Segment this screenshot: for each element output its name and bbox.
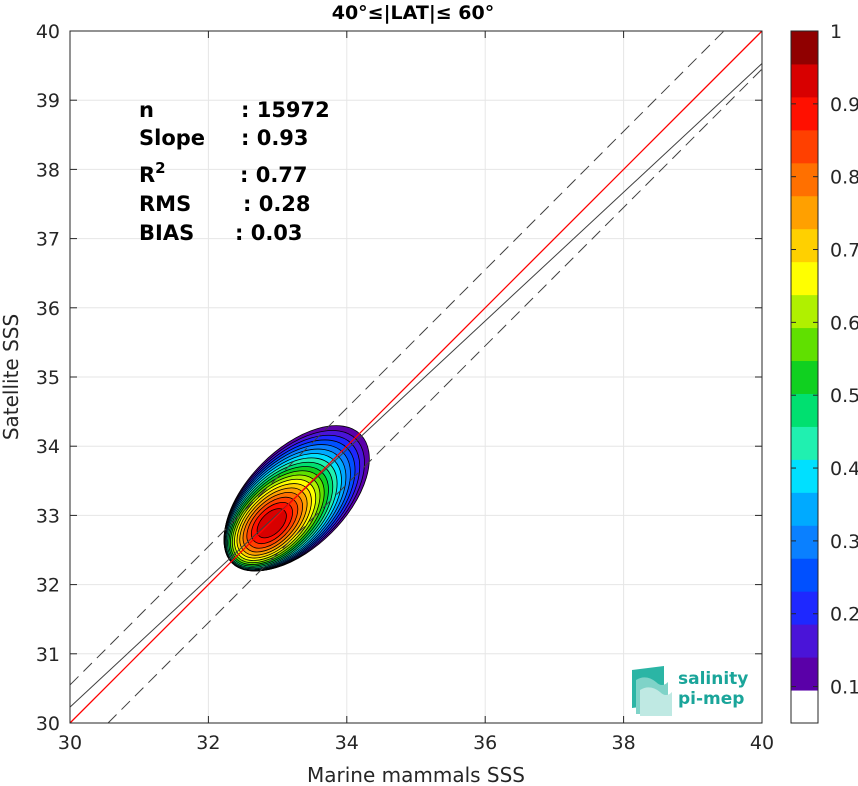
- colorbar-frame: [790, 30, 819, 724]
- logo-icon: [632, 666, 672, 716]
- reference-lines: [69, 30, 763, 724]
- y-tick-label-6: 36: [36, 298, 60, 320]
- stat-label-0: n: [139, 98, 154, 122]
- colorbar-segment-0: [791, 690, 818, 724]
- colorbar-tick-label-9: 1: [830, 21, 842, 43]
- logo-line2: pi-mep: [678, 689, 744, 709]
- logo-line1: salinity: [678, 669, 748, 689]
- colorbar-segment-12: [791, 294, 818, 329]
- colorbar-segment-2: [791, 624, 818, 658]
- stat-value-0: : 15972: [241, 98, 330, 122]
- stat-label-4: BIAS: [139, 221, 194, 245]
- y-tick-label-5: 35: [36, 367, 60, 389]
- x-tick-label-0: 30: [58, 732, 82, 754]
- colorbar-segment-19: [791, 63, 818, 98]
- identity-line: [69, 30, 763, 724]
- stat-value-3: : 0.28: [243, 192, 311, 216]
- x-tick-label-3: 36: [473, 732, 497, 754]
- x-tick-label-4: 38: [612, 732, 636, 754]
- colorbar-tick-label-3: 0.4: [830, 458, 858, 480]
- y-tick-label-0: 30: [36, 713, 60, 735]
- colorbar-segment-16: [791, 162, 818, 197]
- y-tick-label-7: 37: [36, 229, 60, 251]
- y-axis-label: Satellite SSS: [0, 314, 23, 440]
- colorbar-segment-6: [791, 492, 818, 526]
- x-tick-label-1: 32: [196, 732, 220, 754]
- stat-label-1: Slope: [139, 126, 205, 150]
- regression-line: [69, 63, 763, 708]
- x-tick-label-2: 34: [335, 732, 359, 754]
- colorbar-segment-8: [791, 426, 818, 460]
- colorbar-segment-7: [791, 459, 818, 493]
- y-tick-label-4: 34: [36, 436, 60, 458]
- y-tick-label-9: 39: [36, 90, 60, 112]
- stat-label-3: RMS: [139, 192, 191, 216]
- chart-title: 40°≤|LAT|≤ 60°: [332, 2, 495, 24]
- y-tick-label-10: 40: [36, 21, 60, 43]
- stat-value-2: : 0.77: [240, 163, 308, 187]
- colorbar-segment-5: [791, 525, 818, 559]
- density-contour-18: [256, 508, 287, 539]
- colorbar-segment-17: [791, 129, 818, 164]
- salinity-pimep-logo: salinity pi-mep: [632, 666, 748, 716]
- lower-bound-line: [107, 68, 763, 724]
- plot-area: 30 32 34 36 38 40 30 31 32 33 34 35 36 37 38 39 40: [36, 21, 774, 754]
- colorbar-tick-label-5: 0.6: [830, 312, 858, 334]
- colorbar-tick-label-8: 0.9: [830, 94, 858, 116]
- y-axis-ticks: 30 31 32 33 34 35 36 37 38 39 40: [36, 21, 762, 735]
- colorbar-tick-label-6: 0.7: [830, 240, 858, 262]
- colorbar-segment-18: [791, 96, 818, 131]
- y-tick-label-1: 31: [36, 644, 60, 666]
- y-tick-label-8: 38: [36, 159, 60, 181]
- colorbar: 0.1 0.2 0.3 0.4 0.5 0.6 0.7 0.8 0.9 1: [790, 21, 858, 724]
- colorbar-segment-9: [791, 393, 818, 427]
- stat-superscript-2: 2: [155, 159, 165, 177]
- y-tick-label-3: 33: [36, 505, 60, 527]
- colorbar-segment-1: [791, 657, 818, 691]
- colorbar-tick-label-4: 0.5: [830, 385, 858, 407]
- colorbar-segment-4: [791, 558, 818, 592]
- upper-bound-line: [69, 30, 725, 686]
- x-axis-ticks: 30 32 34 36 38 40: [58, 31, 774, 754]
- colorbar-segment-13: [791, 261, 818, 296]
- colorbar-segment-3: [791, 591, 818, 625]
- colorbar-segment-10: [791, 360, 818, 394]
- x-axis-label: Marine mammals SSS: [307, 763, 525, 786]
- colorbar-tick-label-0: 0.1: [830, 677, 858, 699]
- colorbar-segment-14: [791, 228, 818, 263]
- y-tick-label-2: 32: [36, 575, 60, 597]
- grid: [70, 31, 762, 723]
- colorbar-segment-15: [791, 195, 818, 230]
- colorbar-tick-label-1: 0.2: [830, 604, 858, 626]
- stat-value-4: : 0.03: [235, 221, 303, 245]
- colorbar-segment-11: [791, 327, 818, 362]
- colorbar-tick-label-2: 0.3: [830, 531, 858, 553]
- colorbar-tick-label-7: 0.8: [830, 167, 858, 189]
- stat-value-1: : 0.93: [241, 126, 309, 150]
- colorbar-segment-20: [791, 31, 818, 65]
- x-tick-label-5: 40: [750, 732, 774, 754]
